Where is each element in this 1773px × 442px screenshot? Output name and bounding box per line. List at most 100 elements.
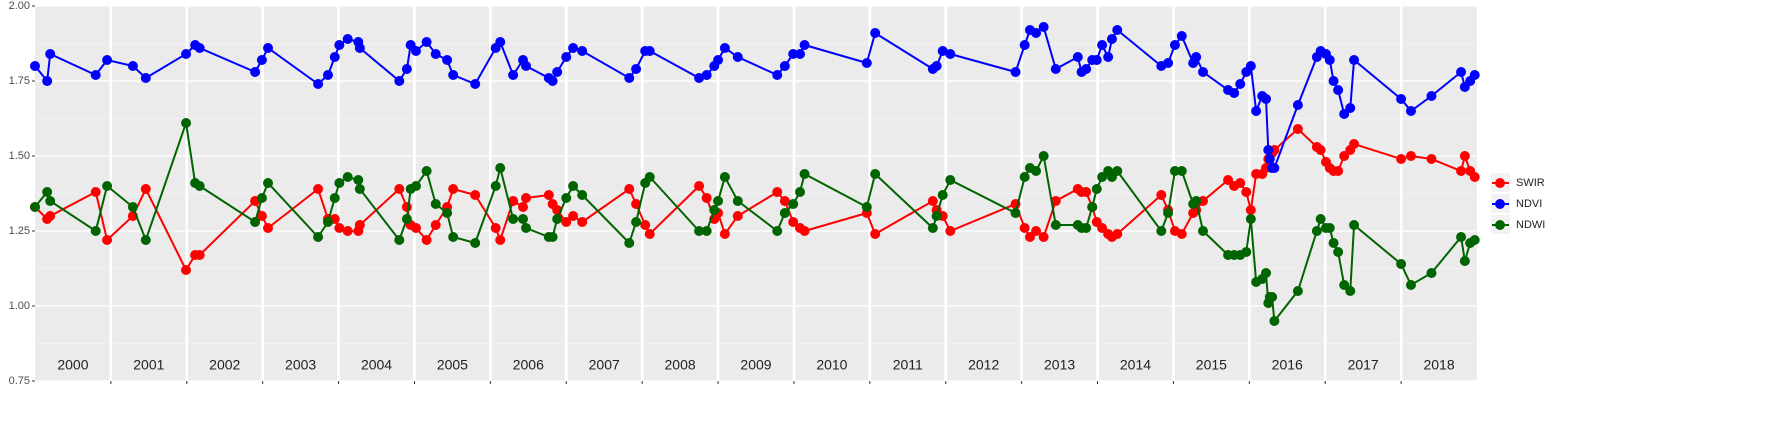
series-point <box>1333 85 1344 95</box>
series-point <box>1112 25 1123 35</box>
series-point <box>1264 154 1275 164</box>
series-point <box>577 217 588 227</box>
series-point <box>1050 64 1061 74</box>
series-point <box>799 40 810 50</box>
series-point <box>430 220 441 230</box>
series-point <box>1156 226 1167 236</box>
year-label: 2016 <box>1272 357 1303 373</box>
series-point <box>1241 187 1252 197</box>
series-point <box>1081 64 1092 74</box>
series-point <box>442 208 453 218</box>
series-point <box>1333 247 1344 257</box>
series-point <box>1024 232 1035 242</box>
series-point <box>694 181 705 191</box>
series-point <box>1396 94 1407 104</box>
series-point <box>568 181 579 191</box>
series-point <box>644 172 655 182</box>
series-point <box>1349 55 1360 65</box>
series-point <box>354 184 365 194</box>
series-point <box>410 181 421 191</box>
series-point <box>508 214 519 224</box>
series-point <box>1426 268 1437 278</box>
series-point <box>713 55 724 65</box>
series-point <box>42 187 53 197</box>
series-point <box>1235 79 1246 89</box>
series-point <box>322 70 333 80</box>
series-point <box>1459 256 1470 266</box>
series-point <box>1245 214 1256 224</box>
series-point <box>870 28 881 38</box>
y-tick-label: 1.75 <box>9 75 30 87</box>
series-point <box>1198 226 1209 236</box>
series-point <box>354 43 365 53</box>
series-point <box>1324 55 1335 65</box>
series-point <box>1251 106 1262 116</box>
series-point <box>1241 247 1252 257</box>
series-point <box>394 235 405 245</box>
series-point <box>329 193 340 203</box>
series-point <box>1019 223 1030 233</box>
series-point <box>788 199 799 209</box>
series-point <box>90 226 101 236</box>
series-point <box>1396 154 1407 164</box>
series-point <box>732 52 743 62</box>
series-point <box>354 220 365 230</box>
year-label: 2005 <box>437 357 468 373</box>
series-point <box>102 181 113 191</box>
series-point <box>1010 208 1021 218</box>
series-point <box>518 202 529 212</box>
series-point <box>490 223 501 233</box>
series-point <box>1191 52 1202 62</box>
series-point <box>1081 187 1092 197</box>
series-point <box>1345 103 1356 113</box>
series-point <box>1405 280 1416 290</box>
series-point <box>1081 223 1092 233</box>
series-point <box>701 70 712 80</box>
year-label: 2018 <box>1423 357 1454 373</box>
series-point <box>250 217 261 227</box>
series-point <box>799 169 810 179</box>
series-point <box>45 196 56 206</box>
series-point <box>521 61 532 71</box>
series-point <box>931 61 942 71</box>
series-point <box>945 226 956 236</box>
series-point <box>334 223 345 233</box>
series-point <box>518 214 529 224</box>
year-label: 2007 <box>589 357 620 373</box>
series-point <box>90 70 101 80</box>
series-point <box>250 67 261 77</box>
series-point <box>442 55 453 65</box>
year-label: 2006 <box>513 357 544 373</box>
series-point <box>470 190 481 200</box>
series-point <box>1292 124 1303 134</box>
series-point <box>644 229 655 239</box>
series-point <box>1198 67 1209 77</box>
series-point <box>631 217 642 227</box>
series-point <box>1091 184 1102 194</box>
series-point <box>732 211 743 221</box>
series-point <box>448 184 459 194</box>
series-point <box>194 250 205 260</box>
series-point <box>421 235 432 245</box>
series-point <box>329 52 340 62</box>
series-point <box>927 223 938 233</box>
series-point <box>262 223 273 233</box>
series-point <box>772 226 783 236</box>
series-point <box>181 49 192 59</box>
series-point <box>561 193 572 203</box>
series-point <box>1198 196 1209 206</box>
year-label: 2015 <box>1196 357 1227 373</box>
series-point <box>713 196 724 206</box>
series-point <box>631 199 642 209</box>
series-point <box>140 184 151 194</box>
series-point <box>521 193 532 203</box>
series-point <box>448 232 459 242</box>
series-point <box>547 76 558 86</box>
series-point <box>1031 28 1042 38</box>
series-point <box>701 226 712 236</box>
series-point <box>334 40 345 50</box>
series-point <box>937 190 948 200</box>
series-point <box>140 235 151 245</box>
series-point <box>1091 55 1102 65</box>
series-point <box>1163 58 1174 68</box>
